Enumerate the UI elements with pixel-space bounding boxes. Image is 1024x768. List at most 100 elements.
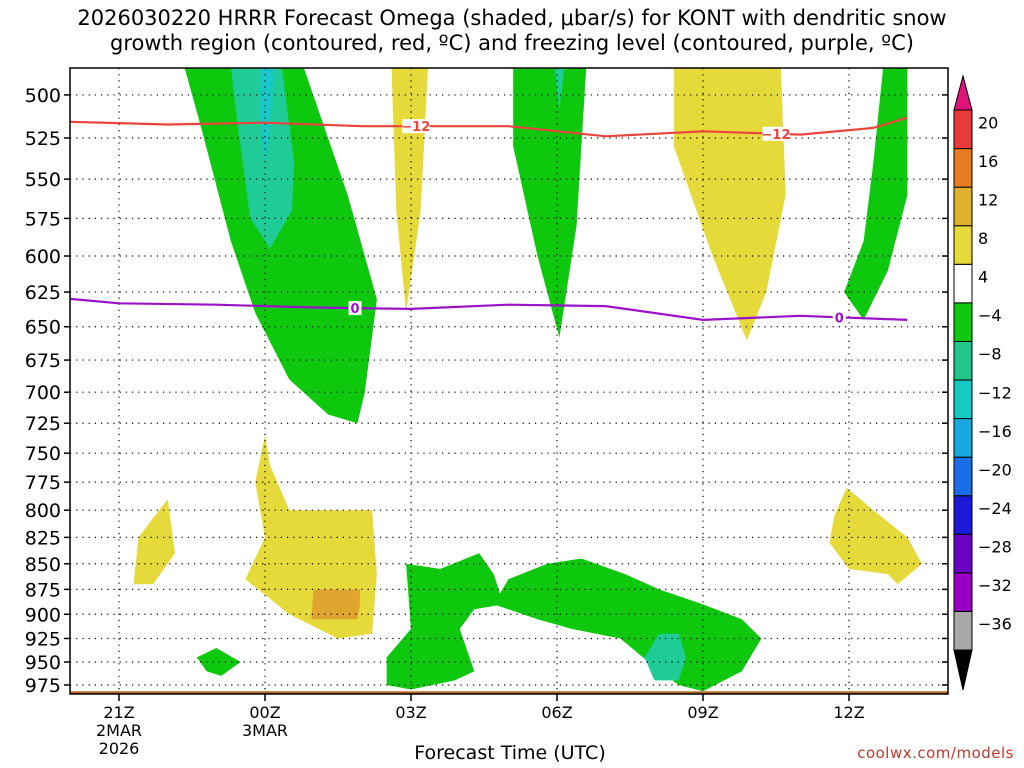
colorbar-segment [953,263,973,304]
contour-label-bg [832,310,846,325]
colorbar-label: −32 [978,576,1012,595]
y-tick-label-850: 850 [25,554,61,576]
colorbar-label: −24 [978,499,1012,518]
colorbar-label: −8 [978,345,1002,364]
y-tick-label-600: 600 [25,246,61,268]
colorbar-label: −16 [978,422,1012,441]
region-green-bottom-a [386,553,504,690]
colorbar-label: −4 [978,306,1002,325]
colorbar-label: 16 [978,152,998,171]
y-tick-label-525: 525 [25,128,61,150]
region-teal-bottom-b [644,633,686,681]
chart-title: 2026030220 HRRR Forecast Omega (shaded, … [0,6,1024,56]
y-tick-label-800: 800 [25,500,61,522]
plot-frame [69,67,949,695]
contour-label-bg [762,126,790,141]
colorbar-segment [953,495,973,535]
region-yellow-small-left [133,499,175,585]
contour-freezing [70,297,908,322]
x-tick-label-21Z: 21Z [103,703,134,722]
colorbar-label: −20 [978,460,1012,479]
title-line-2: growth region (contoured, red, ºC) and f… [110,31,914,55]
contour-label-freezing: 0 [835,311,844,326]
x-tick-label-06Z: 06Z [541,703,572,722]
region-green-tiny-left [196,648,241,676]
region-yellow-upper-c [673,68,786,341]
region-yellow-mid [245,435,377,639]
region-cyan-upper-b [554,68,565,109]
colorbar-segment [953,379,973,420]
colorbar-segment [953,186,973,227]
x-axis-label: Forecast Time (UTC) [414,742,606,764]
y-tick-label-500: 500 [25,85,61,107]
y-tick-label-750: 750 [25,443,61,465]
colorbar-label: −12 [978,383,1012,402]
colorbar-segment [953,148,973,188]
colorbar-segment [953,610,973,651]
y-tick-label-975: 975 [25,675,61,697]
colorbar-under-triangle [953,649,973,691]
region-green-upper-d [844,68,908,320]
x-tick-sublabel: 2026 [99,739,140,758]
contour-label-bg [402,119,430,134]
y-tick-label-650: 650 [25,317,61,339]
y-tick-label-950: 950 [25,652,61,674]
y-tick-label-925: 925 [25,628,61,650]
temperature-contours: −12 −12 0 0 [70,116,908,326]
terrain-surface [70,691,948,694]
region-yellow-right [829,487,922,585]
colorbar-segment [953,418,973,458]
colorbar: 20 16 12 8 4 −4 −8 −12 −16 −20 −24 −28 −32 −36 [953,74,1012,691]
x-tick-label-09Z: 09Z [687,703,718,722]
colorbar-over-triangle [953,74,973,111]
colorbar-segment [953,302,973,342]
x-tick-label-00Z: 00Z [249,703,280,722]
contour-label-dgz: −12 [762,128,791,143]
region-orange-mid [311,589,360,620]
omega-shaded-regions [133,68,922,692]
y-tick-label-675: 675 [25,350,61,372]
colorbar-label: 12 [978,190,998,209]
y-tick-label-875: 875 [25,579,61,601]
contour-label-dgz: −12 [401,120,430,135]
y-tick-label-825: 825 [25,527,61,549]
region-green-upper-b [513,68,587,338]
colorbar-label: −36 [978,615,1012,634]
colorbar-label: 20 [978,113,998,132]
y-tick-label-775: 775 [25,472,61,494]
y-tick-label-625: 625 [25,282,61,304]
colorbar-label: 4 [978,268,988,287]
colorbar-segment [953,109,973,150]
x-tick-sublabel: 3MAR [242,721,288,740]
credit-text: coolwx.com/models [857,744,1014,762]
colorbar-segment [953,340,973,381]
region-teal-main [230,68,295,249]
y-tick-label-700: 700 [25,382,61,404]
x-tick-label-03Z: 03Z [395,703,426,722]
y-tick-label-900: 900 [25,604,61,626]
pressure-axis: 500 525 550 575 600 625 650 675 700 725 750 775 800 8… [25,85,948,697]
region-yellow-upper-a [391,68,428,313]
region-cyan-main [260,68,275,163]
contour-dgz [70,116,908,138]
terrain-layer [70,691,948,694]
region-green-bottom-b [493,558,762,692]
colorbar-segment [953,456,973,497]
colorbar-label: 8 [978,229,988,248]
contour-label-freezing: 0 [351,302,360,317]
grid-lines [70,68,948,694]
y-tick-label-575: 575 [25,208,61,230]
y-tick-label-550: 550 [25,169,61,191]
region-green-main [184,68,377,424]
x-tick-sublabel: 2MAR [96,721,142,740]
title-line-1: 2026030220 HRRR Forecast Omega (shaded, … [77,6,947,30]
colorbar-label: −28 [978,538,1012,557]
x-tick-label-12Z: 12Z [833,703,864,722]
colorbar-segment [953,572,973,612]
contour-label-bg [348,301,362,316]
y-tick-label-725: 725 [25,413,61,435]
colorbar-segment [953,533,973,574]
colorbar-segment [953,225,973,265]
